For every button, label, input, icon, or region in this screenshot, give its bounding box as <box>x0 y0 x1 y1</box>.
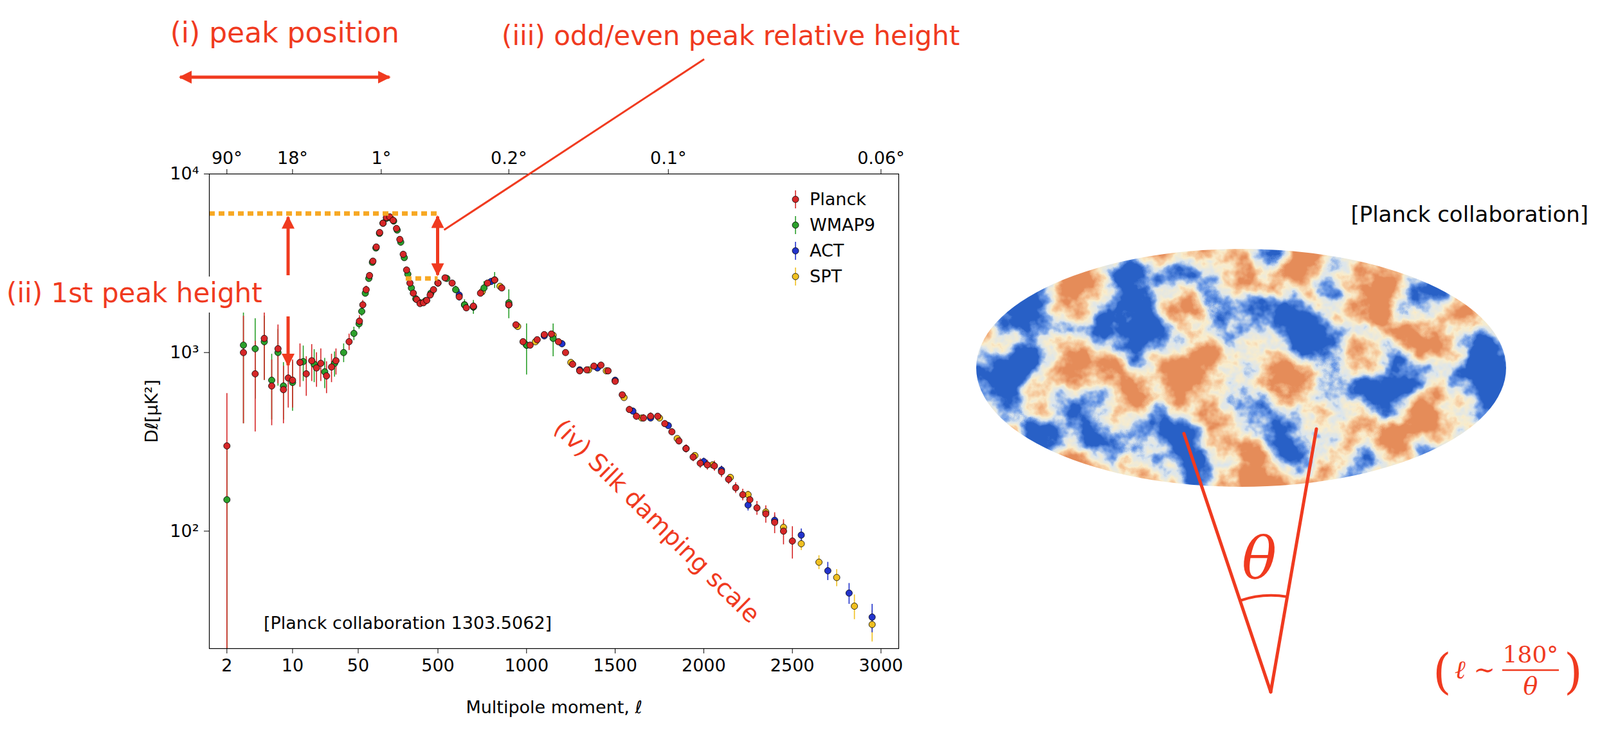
svg-text:10: 10 <box>281 655 304 676</box>
svg-text:1500: 1500 <box>592 655 638 676</box>
svg-text:ℓ ∼: ℓ ∼ <box>1454 654 1496 685</box>
svg-text:2500: 2500 <box>770 655 815 676</box>
svg-text:2: 2 <box>221 655 233 676</box>
svg-text:10⁴: 10⁴ <box>169 163 199 184</box>
svg-text:0.1°: 0.1° <box>650 147 687 168</box>
svg-text:(ii) 1st peak height: (ii) 1st peak height <box>6 277 263 309</box>
svg-text:Planck: Planck <box>809 189 867 210</box>
svg-text:ACT: ACT <box>809 240 845 261</box>
svg-text:θ: θ <box>1241 523 1277 591</box>
svg-text:[Planck collaboration 1303.506: [Planck collaboration 1303.5062] <box>263 612 552 633</box>
svg-text:[Planck collaboration]: [Planck collaboration] <box>1350 201 1589 228</box>
svg-text:0.2°: 0.2° <box>490 147 527 168</box>
svg-text:(iii) odd/even peak relative h: (iii) odd/even peak relative height <box>501 19 960 52</box>
svg-text:WMAP9: WMAP9 <box>809 214 876 235</box>
svg-text:θ: θ <box>1523 672 1539 701</box>
svg-text:10²: 10² <box>169 520 199 541</box>
svg-text:18°: 18° <box>277 147 309 168</box>
svg-text:(i) peak position: (i) peak position <box>170 16 400 49</box>
svg-text:2000: 2000 <box>681 655 727 676</box>
svg-text:1°: 1° <box>371 147 391 168</box>
svg-text:90°: 90° <box>211 147 243 168</box>
svg-text:180°: 180° <box>1502 641 1559 668</box>
svg-text:0.06°: 0.06° <box>857 147 905 168</box>
svg-text:): ) <box>1563 643 1583 700</box>
svg-text:3000: 3000 <box>859 655 904 676</box>
svg-text:(: ( <box>1432 643 1452 700</box>
svg-text:Dℓ[μK²]: Dℓ[μK²] <box>141 379 162 444</box>
svg-text:10³: 10³ <box>169 342 199 363</box>
svg-text:500: 500 <box>421 655 455 676</box>
svg-text:SPT: SPT <box>809 266 842 287</box>
svg-text:Multipole moment, ℓ: Multipole moment, ℓ <box>465 697 642 718</box>
svg-text:1000: 1000 <box>504 655 549 676</box>
svg-text:(iv) Silk damping scale: (iv) Silk damping scale <box>548 413 766 629</box>
svg-text:50: 50 <box>347 655 370 676</box>
